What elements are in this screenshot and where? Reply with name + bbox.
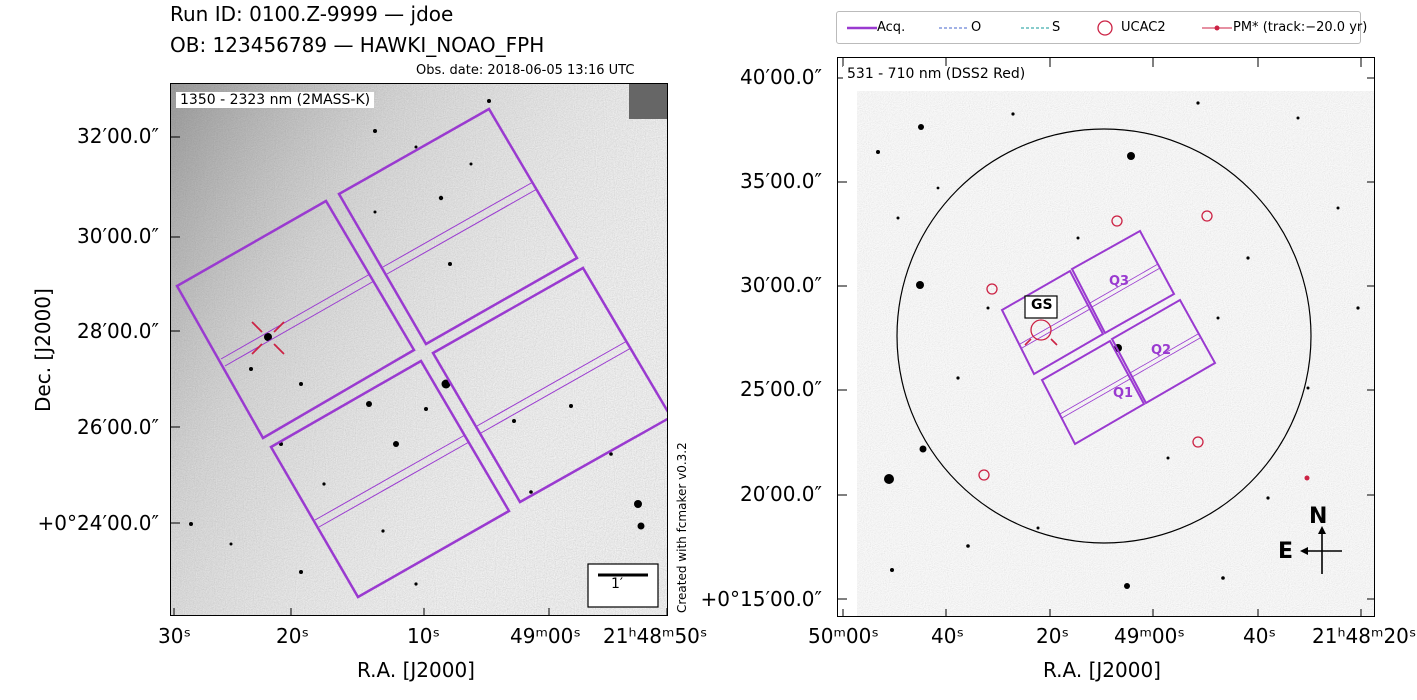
right-band-label: 531 - 710 nm (DSS2 Red) <box>843 66 1030 82</box>
left-dark-shade <box>171 84 667 615</box>
left-corner-artifact <box>629 84 667 119</box>
left-quadrant-nw <box>175 199 416 440</box>
gs-label-box <box>1024 295 1058 319</box>
right-y-tick-1: 40′00.0″ <box>740 65 822 89</box>
gs-label: GS <box>1031 297 1053 313</box>
right-x-tick-5: 40ˢ <box>1243 624 1276 648</box>
right-y-tick-5: 20′00.0″ <box>740 482 822 506</box>
right-noise-background <box>857 91 1374 616</box>
left-stars <box>189 99 645 586</box>
left-x-axis-title: R.A. [J2000] <box>357 658 475 682</box>
fcmaker-credit: Created with fcmaker v0.3.2 <box>675 442 689 613</box>
right-x-tick-1: 50ᵐ00ˢ <box>808 624 879 648</box>
right-guide-star-cross <box>1024 338 1058 346</box>
run-id-title: Run ID: 0100.Z-9999 — jdoe <box>170 2 454 26</box>
left-ticks <box>171 136 667 615</box>
legend-symbols <box>847 20 1232 36</box>
right-stars <box>876 101 1360 589</box>
right-x-tick-4: 49ᵐ00ˢ <box>1114 624 1185 648</box>
left-y-axis-title: Dec. [J2000] <box>31 288 55 412</box>
q3-label: Q3 <box>1109 274 1129 289</box>
ob-title: OB: 123456789 — HAWKI_NOAO_FPH <box>170 33 545 57</box>
q1-label: Q1 <box>1113 386 1133 401</box>
right-ucac2-markers <box>978 210 1213 481</box>
right-quadrant-q2 <box>1110 298 1217 405</box>
right-finder-chart[interactable]: Q1 Q2 Q3 531 - 710 nm (DSS2 Red) GS N E <box>837 57 1375 617</box>
left-quadrant-sw <box>269 359 511 599</box>
left-guide-slits <box>220 181 632 528</box>
compass <box>1300 526 1342 574</box>
left-scale-box <box>587 563 659 608</box>
compass-north: N <box>1309 504 1328 529</box>
right-guide-slits <box>1019 263 1201 419</box>
right-acquisition-footprint <box>1000 229 1217 446</box>
legend-acq: Acq. <box>877 20 906 35</box>
left-y-tick-4: 26′00.0″ <box>77 415 159 439</box>
left-y-tick-2: 30′00.0″ <box>77 224 159 248</box>
right-quadrant-q3 <box>1070 229 1176 335</box>
legend-o: O <box>971 20 982 35</box>
left-y-tick-3: 28′00.0″ <box>77 319 159 343</box>
left-y-tick-1: 32′00.0″ <box>77 124 159 148</box>
compass-east: E <box>1278 539 1294 564</box>
legend-pm-track: PM* (track:−20.0 yr) <box>1233 20 1368 35</box>
right-chart-image: Q1 Q2 Q3 <box>838 58 1374 616</box>
right-pm-star <box>1304 475 1310 481</box>
right-search-radius <box>896 128 1312 544</box>
left-chart-image <box>171 84 667 615</box>
legend-ucac2: UCAC2 <box>1121 20 1166 35</box>
right-quadrant-q1 <box>1040 339 1146 446</box>
right-y-tick-6: +0°15′00.0″ <box>700 587 822 611</box>
left-scale-label: 1′ <box>611 576 624 592</box>
left-x-tick-4: 49ᵐ00ˢ <box>510 624 581 648</box>
right-ticks <box>838 58 1374 616</box>
right-y-tick-3: 30′00.0″ <box>740 273 822 297</box>
left-finder-chart[interactable]: 1350 - 2323 nm (2MASS-K) 1′ <box>170 83 668 616</box>
q2-label: Q2 <box>1151 343 1171 358</box>
left-x-tick-3: 10ˢ <box>407 624 440 648</box>
right-y-tick-4: 25′00.0″ <box>740 377 822 401</box>
left-x-tick-1: 30ˢ <box>158 624 191 648</box>
right-x-tick-3: 20ˢ <box>1036 624 1069 648</box>
left-x-tick-5: 21ʰ48ᵐ50ˢ <box>603 624 708 648</box>
obs-date: Obs. date: 2018-06-05 13:16 UTC <box>416 63 635 78</box>
left-quadrant-se <box>431 266 667 504</box>
left-acquisition-footprint <box>175 107 667 599</box>
legend: Acq. O S UCAC2 PM* (track:−20.0 yr) <box>836 11 1367 44</box>
right-y-tick-2: 35′00.0″ <box>740 169 822 193</box>
right-x-tick-6: 21ʰ48ᵐ20ˢ <box>1312 624 1417 648</box>
left-quadrant-ne <box>337 107 579 346</box>
left-x-tick-2: 20ˢ <box>276 624 309 648</box>
right-x-tick-2: 40ˢ <box>931 624 964 648</box>
left-y-tick-5: +0°24′00.0″ <box>37 511 159 535</box>
right-quadrant-gs <box>1000 269 1105 376</box>
legend-s: S <box>1052 20 1061 35</box>
left-band-label: 1350 - 2323 nm (2MASS-K) <box>176 92 375 108</box>
right-x-axis-title: R.A. [J2000] <box>1043 658 1161 682</box>
left-guide-star-cross <box>251 321 285 355</box>
